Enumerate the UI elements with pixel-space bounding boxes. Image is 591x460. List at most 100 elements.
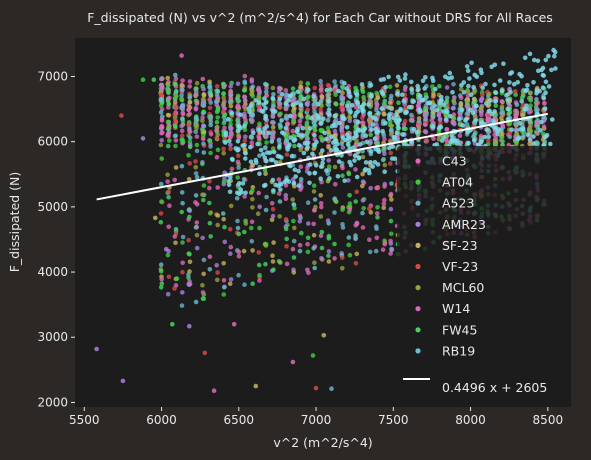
scatter-point [382,162,388,168]
scatter-point [242,94,247,99]
scatter-point [194,101,200,106]
scatter-point [373,126,379,132]
scatter-point [356,155,362,161]
scatter-point [158,97,164,102]
scatter-point [186,207,192,213]
scatter-point [352,153,358,158]
scatter-point [276,85,282,91]
scatter-point [353,167,358,172]
scatter-point [355,127,361,132]
scatter-point [292,115,297,120]
scatter-point [437,83,442,89]
scatter-point [263,207,269,213]
scatter-point [321,333,327,338]
scatter-point [290,246,296,252]
scatter-point [250,118,255,123]
scatter-point [270,108,276,114]
scatter-point [458,102,464,108]
scatter-point [326,249,332,254]
scatter-point [193,193,199,198]
scatter-point [159,125,165,130]
scatter-point [250,248,255,253]
scatter-point [173,240,178,246]
scatter-point [208,234,213,239]
scatter-point [194,220,200,225]
scatter-point [318,98,324,104]
scatter-point [278,124,284,129]
scatter-point [228,84,233,89]
scatter-point [389,181,394,186]
scatter-point [311,221,317,227]
scatter-point [298,103,304,108]
scatter-point [270,157,276,163]
scatter-point [517,121,522,126]
x-tick-label: 8500 [533,413,564,427]
scatter-point [451,82,456,87]
legend-entry: MCL60 [442,280,484,295]
scatter-point [332,164,338,170]
scatter-point [298,164,304,169]
scatter-point [264,85,269,91]
scatter-point [292,96,297,101]
scatter-point [318,82,324,88]
scatter-point [311,102,317,107]
scatter-point [263,106,268,111]
scatter-point [180,110,186,116]
scatter-point [228,146,233,152]
scatter-point [326,107,332,112]
scatter-point [180,200,185,206]
scatter-point [324,87,330,93]
y-tick-label: 2000 [37,395,68,409]
scatter-point [234,196,240,201]
scatter-point [277,199,283,204]
scatter-point [355,119,361,125]
scatter-point [187,252,192,257]
scatter-point [243,221,249,226]
scatter-point [374,235,380,241]
scatter-point [200,76,206,82]
scatter-point [187,79,193,84]
scatter-point [360,210,365,216]
scatter-point [409,112,414,118]
scatter-point [319,229,325,235]
scatter-point [179,303,185,308]
scatter-point [200,110,206,116]
scatter-point [479,139,484,144]
scatter-point [297,242,303,248]
scatter-point [312,170,318,176]
scatter-point [251,130,256,136]
scatter-point [543,79,549,85]
scatter-point [264,194,269,200]
scatter-point [180,260,185,266]
scatter-point [319,245,325,251]
scatter-point [325,92,330,98]
scatter-point [332,241,337,247]
scatter-point [374,130,379,135]
scatter-point [263,100,269,105]
scatter-point [140,136,146,141]
scatter-point [439,138,445,143]
scatter-point [367,170,372,176]
scatter-point [396,125,401,131]
scatter-point [179,88,185,93]
scatter-point [333,138,338,143]
x-tick-label: 6500 [224,413,255,427]
scatter-point [296,183,302,188]
scatter-point [284,236,290,242]
scatter-point [283,196,289,202]
scatter-point [241,88,247,93]
scatter-point [186,107,191,113]
scatter-point [193,92,198,98]
scatter-point [201,133,206,138]
legend-fit-entry: 0.4496 x + 2605 [442,380,547,395]
scatter-point [180,137,185,143]
scatter-point [264,134,269,139]
scatter-point [417,107,422,112]
scatter-point [280,130,285,135]
scatter-point [540,65,546,71]
scatter-point [523,88,528,94]
legend-entry: SF-23 [442,238,478,253]
scatter-point [293,174,299,179]
scatter-point [284,177,290,183]
scatter-point [375,215,380,220]
